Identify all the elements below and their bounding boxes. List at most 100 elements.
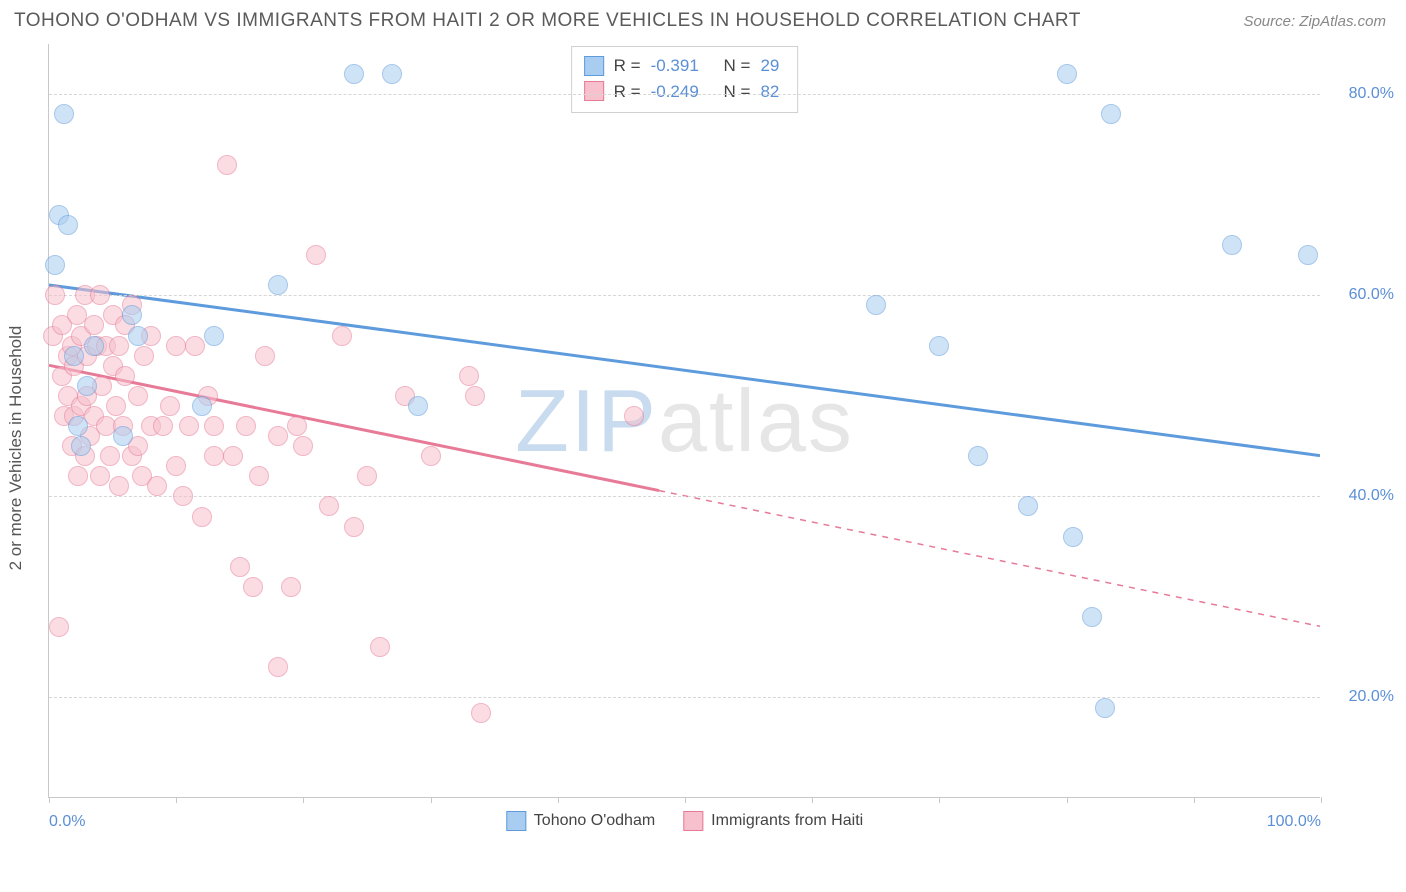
y-axis-label: 2 or more Vehicles in Household — [6, 326, 26, 571]
x-tick-mark — [176, 797, 177, 803]
x-tick-mark — [49, 797, 50, 803]
stats-legend-box: R = -0.391 N = 29 R = -0.249 N = 82 — [571, 46, 799, 113]
chart-container: 2 or more Vehicles in Household ZIPatlas… — [0, 38, 1406, 858]
scatter-point — [1298, 245, 1318, 265]
stats-row-series-1: R = -0.249 N = 82 — [584, 79, 780, 105]
scatter-point — [866, 295, 886, 315]
scatter-point — [268, 275, 288, 295]
scatter-point — [122, 305, 142, 325]
scatter-point — [100, 446, 120, 466]
scatter-point — [408, 396, 428, 416]
scatter-point — [153, 416, 173, 436]
scatter-point — [204, 416, 224, 436]
scatter-point — [1057, 64, 1077, 84]
scatter-point — [106, 396, 126, 416]
scatter-point — [45, 285, 65, 305]
scatter-point — [382, 64, 402, 84]
scatter-point — [49, 617, 69, 637]
gridline — [49, 94, 1320, 95]
scatter-point — [293, 436, 313, 456]
gridline — [49, 496, 1320, 497]
scatter-point — [465, 386, 485, 406]
source-attribution: Source: ZipAtlas.com — [1243, 13, 1386, 30]
r-label: R = — [614, 79, 641, 105]
scatter-point — [471, 703, 491, 723]
scatter-point — [223, 446, 243, 466]
scatter-point — [90, 466, 110, 486]
scatter-point — [255, 346, 275, 366]
scatter-point — [929, 336, 949, 356]
scatter-point — [128, 386, 148, 406]
legend-swatch-series-0 — [506, 811, 526, 831]
scatter-point — [1082, 607, 1102, 627]
scatter-point — [268, 657, 288, 677]
scatter-point — [370, 637, 390, 657]
gridline — [49, 697, 1320, 698]
scatter-point — [166, 336, 186, 356]
scatter-point — [192, 396, 212, 416]
scatter-point — [249, 466, 269, 486]
scatter-point — [109, 336, 129, 356]
scatter-point — [1222, 235, 1242, 255]
chart-title: TOHONO O'ODHAM VS IMMIGRANTS FROM HAITI … — [14, 10, 1081, 32]
r-label: R = — [614, 53, 641, 79]
swatch-series-0 — [584, 56, 604, 76]
scatter-point — [236, 416, 256, 436]
scatter-point — [230, 557, 250, 577]
x-tick-mark — [558, 797, 559, 803]
scatter-point — [344, 517, 364, 537]
scatter-point — [421, 446, 441, 466]
scatter-point — [115, 366, 135, 386]
scatter-point — [134, 346, 154, 366]
plot-area: ZIPatlas R = -0.391 N = 29 R = -0.249 N … — [48, 44, 1320, 798]
x-tick-mark — [1194, 797, 1195, 803]
scatter-point — [185, 336, 205, 356]
legend-label-series-1: Immigrants from Haiti — [711, 812, 863, 830]
scatter-point — [160, 396, 180, 416]
scatter-point — [90, 285, 110, 305]
swatch-series-1 — [584, 81, 604, 101]
x-tick-mark — [431, 797, 432, 803]
scatter-point — [166, 456, 186, 476]
watermark-part2: atlas — [658, 371, 854, 470]
watermark: ZIPatlas — [515, 370, 854, 472]
scatter-point — [109, 476, 129, 496]
x-tick-mark — [303, 797, 304, 803]
y-tick-label: 40.0% — [1330, 487, 1394, 505]
legend-label-series-0: Tohono O'odham — [534, 812, 655, 830]
scatter-point — [344, 64, 364, 84]
scatter-point — [968, 446, 988, 466]
y-tick-label: 20.0% — [1330, 688, 1394, 706]
scatter-point — [54, 104, 74, 124]
legend-item-series-0: Tohono O'odham — [506, 811, 655, 831]
scatter-point — [281, 577, 301, 597]
x-tick-mark — [1067, 797, 1068, 803]
scatter-point — [1018, 496, 1038, 516]
scatter-point — [84, 315, 104, 335]
gridline — [49, 295, 1320, 296]
x-tick-label: 0.0% — [49, 813, 85, 831]
scatter-point — [1063, 527, 1083, 547]
scatter-point — [71, 436, 91, 456]
scatter-point — [179, 416, 199, 436]
scatter-point — [217, 155, 237, 175]
legend-swatch-series-1 — [683, 811, 703, 831]
scatter-point — [319, 496, 339, 516]
x-tick-mark — [939, 797, 940, 803]
scatter-point — [332, 326, 352, 346]
x-tick-mark — [685, 797, 686, 803]
n-label: N = — [724, 79, 751, 105]
scatter-point — [192, 507, 212, 527]
n-label: N = — [724, 53, 751, 79]
scatter-point — [306, 245, 326, 265]
scatter-point — [77, 376, 97, 396]
x-tick-mark — [1321, 797, 1322, 803]
scatter-point — [173, 486, 193, 506]
scatter-point — [68, 466, 88, 486]
scatter-point — [64, 346, 84, 366]
stats-row-series-0: R = -0.391 N = 29 — [584, 53, 780, 79]
scatter-point — [357, 466, 377, 486]
scatter-point — [624, 406, 644, 426]
scatter-point — [84, 336, 104, 356]
r-value-series-0: -0.391 — [651, 53, 699, 79]
